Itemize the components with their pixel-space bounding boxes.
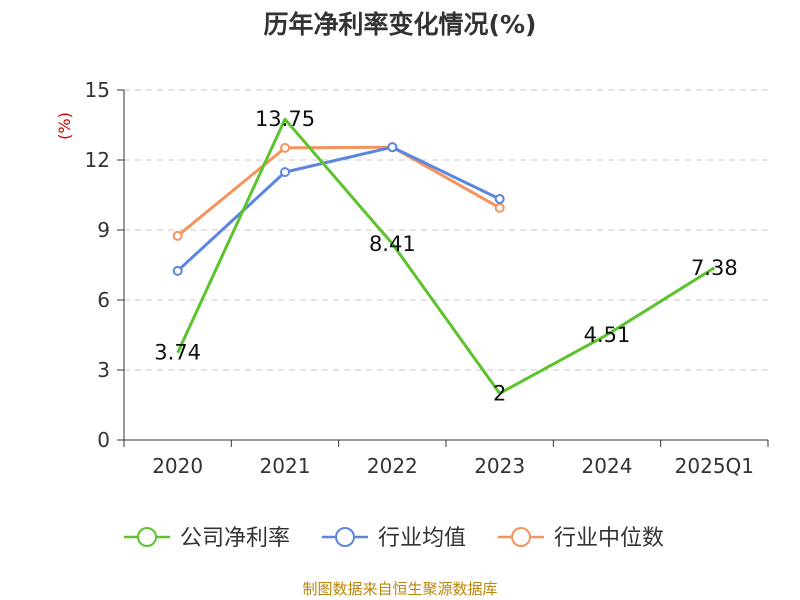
x-tick-label: 2025Q1: [675, 454, 754, 478]
data-label: 8.41: [369, 232, 416, 256]
axes: 0 3 6 9 12 15 2020 2021 2022 2023 2024 2025Q1: [85, 78, 769, 478]
x-tick-label: 2020: [152, 454, 203, 478]
source-note: 制图数据来自恒生聚源数据库: [302, 580, 497, 598]
legend-item[interactable]: 公司净利率: [124, 526, 290, 551]
data-label: 13.75: [255, 107, 315, 131]
series-0: [176, 117, 716, 395]
legend-label: 行业均值: [378, 526, 466, 551]
data-point: [280, 167, 290, 178]
data-label: 4.51: [584, 323, 631, 347]
data-labels: 3.74 13.75 8.41 2 4.51 7.38: [154, 107, 737, 405]
series-1: [172, 142, 505, 276]
data-point: [172, 265, 183, 276]
x-tick-label: 2022: [367, 454, 418, 478]
data-point: [494, 202, 505, 213]
data-label: 7.38: [691, 256, 738, 280]
data-point: [387, 142, 398, 153]
x-tick-label: 2021: [260, 454, 311, 478]
legend-item[interactable]: 行业中位数: [498, 526, 664, 551]
legend-label: 公司净利率: [180, 526, 290, 551]
gridlines: [124, 89, 768, 371]
x-tick-label: 2024: [582, 454, 633, 478]
legend[interactable]: 公司净利率 行业均值 行业中位数: [124, 526, 664, 551]
x-tick-label: 2023: [474, 454, 525, 478]
y-axis-unit: (%): [55, 112, 74, 140]
series-line: [176, 145, 501, 237]
y-tick-label: 6: [97, 288, 110, 312]
data-label: 3.74: [154, 341, 201, 365]
legend-item[interactable]: 行业均值: [322, 526, 466, 551]
y-tick-label: 9: [97, 218, 110, 242]
legend-marker: [511, 527, 531, 547]
series-lines: [172, 117, 716, 395]
legend-label: 行业中位数: [554, 526, 664, 551]
data-point: [494, 193, 505, 204]
data-label: 2: [493, 381, 506, 405]
y-tick-label: 0: [97, 428, 110, 452]
data-point: [280, 142, 290, 153]
y-tick-label: 3: [97, 358, 110, 382]
y-tick-label: 12: [85, 148, 110, 172]
legend-marker: [137, 527, 157, 547]
data-point: [172, 230, 183, 241]
series-line: [176, 145, 501, 272]
series-line: [176, 117, 716, 395]
chart-title: 历年净利率变化情况(%): [264, 10, 537, 39]
series-2: [172, 142, 505, 241]
y-tick-label: 15: [85, 78, 110, 102]
legend-marker: [335, 527, 355, 547]
